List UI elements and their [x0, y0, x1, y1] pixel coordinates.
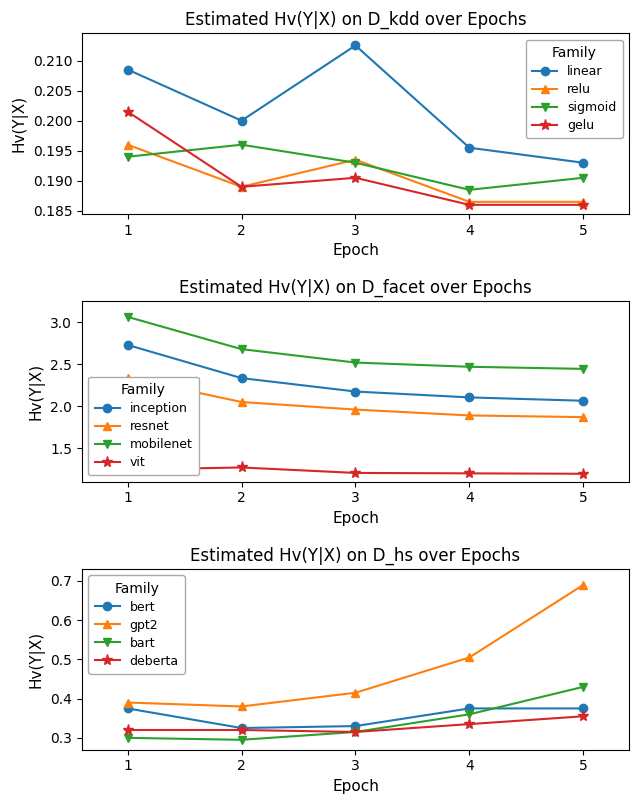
sigmoid	[579, 173, 587, 183]
Legend: inception, resnet, mobilenet, vit: inception, resnet, mobilenet, vit	[88, 377, 198, 476]
X-axis label: Epoch: Epoch	[332, 511, 379, 526]
Line: resnet: resnet	[124, 374, 588, 421]
Y-axis label: Hv(Y|X): Hv(Y|X)	[29, 631, 45, 688]
bert	[465, 704, 473, 713]
gelu	[465, 200, 473, 209]
resnet	[351, 405, 359, 415]
linear	[465, 142, 473, 152]
linear	[124, 64, 131, 74]
vit	[124, 464, 131, 474]
inception	[579, 396, 587, 406]
mobilenet	[579, 364, 587, 374]
relu	[351, 155, 359, 164]
resnet	[237, 397, 245, 407]
resnet	[579, 412, 587, 422]
relu	[579, 197, 587, 207]
mobilenet	[351, 357, 359, 367]
deberta	[124, 725, 131, 735]
linear	[351, 40, 359, 50]
linear	[237, 116, 245, 126]
gelu	[579, 200, 587, 209]
mobilenet	[124, 312, 131, 322]
Line: vit: vit	[122, 462, 589, 479]
Line: gelu: gelu	[122, 106, 589, 210]
linear	[579, 158, 587, 167]
inception	[237, 374, 245, 383]
resnet	[124, 373, 131, 382]
deberta	[579, 712, 587, 721]
X-axis label: Epoch: Epoch	[332, 243, 379, 258]
vit	[351, 468, 359, 477]
gpt2	[465, 653, 473, 663]
gelu	[124, 107, 131, 117]
Line: linear: linear	[124, 41, 588, 167]
Title: Estimated Hv(Y|X) on D_kdd over Epochs: Estimated Hv(Y|X) on D_kdd over Epochs	[184, 11, 526, 29]
relu	[124, 140, 131, 150]
bart	[465, 709, 473, 719]
bert	[237, 723, 245, 733]
relu	[465, 197, 473, 207]
bert	[579, 704, 587, 713]
Line: mobilenet: mobilenet	[124, 312, 588, 373]
Legend: linear, relu, sigmoid, gelu: linear, relu, sigmoid, gelu	[526, 39, 623, 138]
deberta	[351, 727, 359, 737]
Line: relu: relu	[124, 141, 588, 206]
gelu	[351, 173, 359, 183]
sigmoid	[351, 158, 359, 167]
sigmoid	[465, 185, 473, 195]
bart	[124, 733, 131, 743]
sigmoid	[124, 152, 131, 162]
inception	[465, 393, 473, 402]
inception	[124, 341, 131, 350]
Line: inception: inception	[124, 341, 588, 405]
inception	[351, 386, 359, 396]
resnet	[465, 411, 473, 420]
vit	[465, 469, 473, 478]
relu	[237, 182, 245, 192]
Legend: bert, gpt2, bart, deberta: bert, gpt2, bart, deberta	[88, 576, 185, 674]
Title: Estimated Hv(Y|X) on D_hs over Epochs: Estimated Hv(Y|X) on D_hs over Epochs	[190, 547, 520, 565]
vit	[579, 469, 587, 479]
gpt2	[124, 698, 131, 708]
X-axis label: Epoch: Epoch	[332, 779, 379, 794]
Line: bert: bert	[124, 704, 588, 733]
Title: Estimated Hv(Y|X) on D_facet over Epochs: Estimated Hv(Y|X) on D_facet over Epochs	[179, 279, 532, 297]
bart	[351, 727, 359, 737]
Y-axis label: Hv(Y|X): Hv(Y|X)	[11, 95, 27, 152]
Line: sigmoid: sigmoid	[124, 141, 588, 194]
Y-axis label: Hv(Y|X): Hv(Y|X)	[29, 363, 45, 420]
sigmoid	[237, 140, 245, 150]
bart	[237, 735, 245, 745]
bart	[579, 682, 587, 691]
gpt2	[237, 702, 245, 712]
mobilenet	[237, 345, 245, 354]
deberta	[465, 720, 473, 729]
Line: bart: bart	[124, 683, 588, 744]
gpt2	[579, 580, 587, 590]
bert	[124, 704, 131, 713]
deberta	[237, 725, 245, 735]
Line: deberta: deberta	[122, 711, 589, 737]
mobilenet	[465, 362, 473, 372]
vit	[237, 463, 245, 473]
bert	[351, 721, 359, 731]
Line: gpt2: gpt2	[124, 580, 588, 711]
gpt2	[351, 688, 359, 698]
gelu	[237, 182, 245, 192]
